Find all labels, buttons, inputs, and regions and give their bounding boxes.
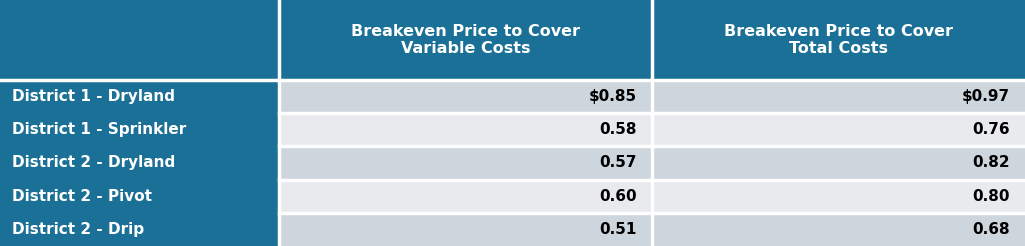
Text: District 1 - Sprinkler: District 1 - Sprinkler [12, 122, 187, 137]
Text: 0.58: 0.58 [599, 122, 637, 137]
Bar [0, 113, 279, 146]
Bar [0, 146, 279, 180]
Text: 0.82: 0.82 [972, 155, 1010, 170]
Bar [279, 80, 652, 113]
Text: $0.97: $0.97 [961, 89, 1010, 104]
Bar [0, 213, 279, 246]
Bar [652, 113, 1025, 146]
Text: District 2 - Pivot: District 2 - Pivot [12, 189, 153, 204]
Bar [0, 180, 279, 213]
Bar [279, 0, 652, 80]
Bar [652, 213, 1025, 246]
Text: Breakeven Price to Cover
Variable Costs: Breakeven Price to Cover Variable Costs [351, 24, 580, 56]
Text: 0.68: 0.68 [972, 222, 1010, 237]
Bar [279, 113, 652, 146]
Bar [652, 180, 1025, 213]
Text: 0.57: 0.57 [599, 155, 637, 170]
Text: 0.60: 0.60 [599, 189, 637, 204]
Text: 0.76: 0.76 [972, 122, 1010, 137]
Bar [279, 180, 652, 213]
Bar [652, 0, 1025, 80]
Text: 0.80: 0.80 [972, 189, 1010, 204]
Text: District 2 - Dryland: District 2 - Dryland [12, 155, 175, 170]
Text: Breakeven Price to Cover
Total Costs: Breakeven Price to Cover Total Costs [724, 24, 953, 56]
Text: 0.51: 0.51 [600, 222, 637, 237]
Bar [652, 80, 1025, 113]
Text: District 1 - Dryland: District 1 - Dryland [12, 89, 175, 104]
Text: District 2 - Drip: District 2 - Drip [12, 222, 145, 237]
Bar [279, 146, 652, 180]
Bar [0, 0, 279, 80]
Bar [0, 80, 279, 113]
Bar [652, 146, 1025, 180]
Bar [279, 213, 652, 246]
Text: $0.85: $0.85 [588, 89, 637, 104]
